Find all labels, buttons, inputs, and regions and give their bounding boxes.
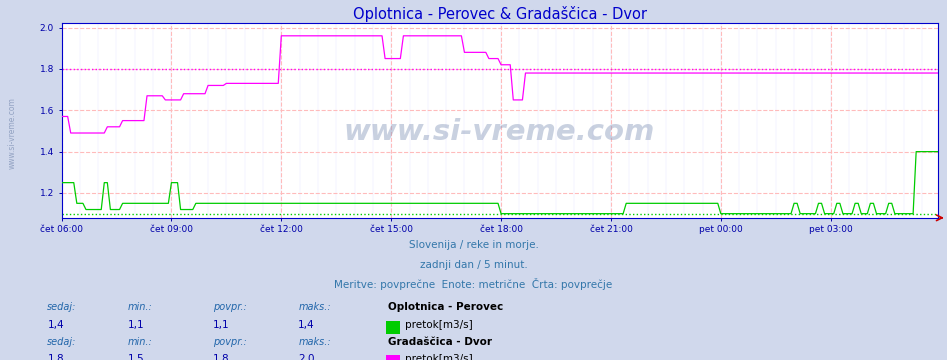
Text: 1,1: 1,1 (213, 320, 230, 330)
Text: pretok[m3/s]: pretok[m3/s] (405, 354, 474, 360)
Text: sedaj:: sedaj: (47, 302, 77, 312)
Text: min.:: min.: (128, 302, 152, 312)
Text: povpr.:: povpr.: (213, 302, 247, 312)
Text: 1,4: 1,4 (47, 320, 64, 330)
Text: maks.:: maks.: (298, 302, 331, 312)
Text: 1,8: 1,8 (213, 354, 230, 360)
Text: zadnji dan / 5 minut.: zadnji dan / 5 minut. (420, 260, 527, 270)
Text: min.:: min.: (128, 337, 152, 347)
Text: Slovenija / reke in morje.: Slovenija / reke in morje. (408, 240, 539, 251)
Text: sedaj:: sedaj: (47, 337, 77, 347)
Text: Meritve: povprečne  Enote: metrične  Črta: povprečje: Meritve: povprečne Enote: metrične Črta:… (334, 278, 613, 290)
Text: 1,8: 1,8 (47, 354, 64, 360)
Text: 2,0: 2,0 (298, 354, 314, 360)
Title: Oplotnica - Perovec & Gradaščica - Dvor: Oplotnica - Perovec & Gradaščica - Dvor (352, 6, 647, 22)
Text: pretok[m3/s]: pretok[m3/s] (405, 320, 474, 330)
Text: 1,4: 1,4 (298, 320, 315, 330)
Text: povpr.:: povpr.: (213, 337, 247, 347)
Text: Gradaščica - Dvor: Gradaščica - Dvor (388, 337, 492, 347)
Text: Oplotnica - Perovec: Oplotnica - Perovec (388, 302, 504, 312)
Text: 1,5: 1,5 (128, 354, 145, 360)
Text: maks.:: maks.: (298, 337, 331, 347)
Text: www.si-vreme.com: www.si-vreme.com (8, 97, 17, 169)
Text: www.si-vreme.com: www.si-vreme.com (344, 118, 655, 146)
Text: 1,1: 1,1 (128, 320, 145, 330)
